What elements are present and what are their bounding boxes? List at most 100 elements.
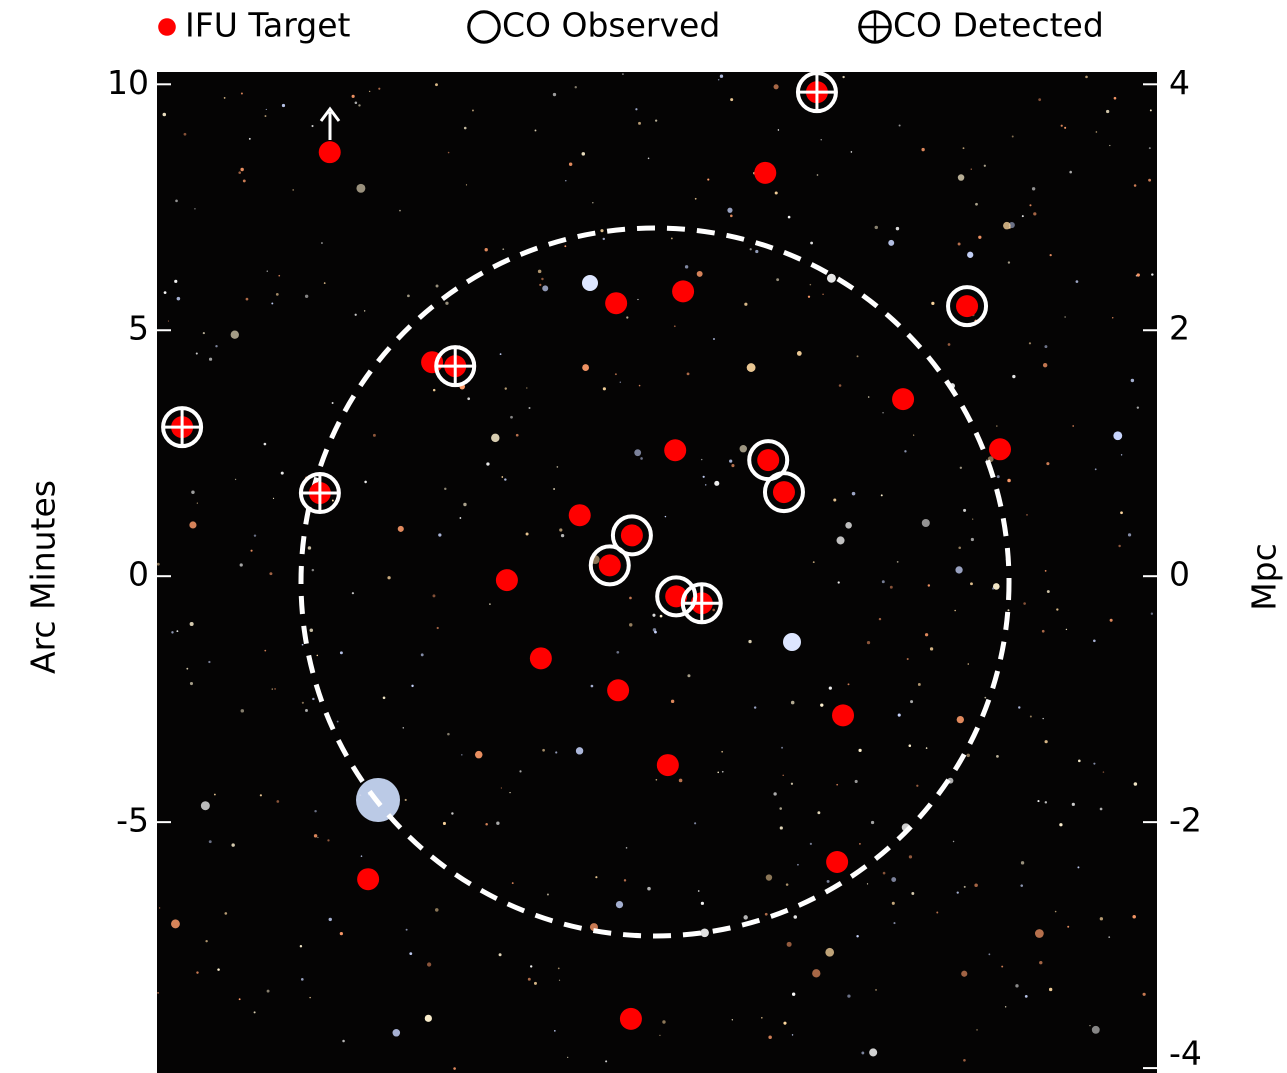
star bbox=[1118, 545, 1120, 547]
star bbox=[717, 772, 719, 774]
star bbox=[679, 779, 683, 783]
star bbox=[958, 243, 961, 246]
star bbox=[898, 714, 901, 717]
star bbox=[629, 597, 632, 600]
star bbox=[729, 459, 732, 462]
star bbox=[976, 1029, 977, 1030]
y-tick-label: -5 bbox=[116, 801, 149, 840]
star bbox=[695, 198, 697, 200]
star bbox=[163, 113, 167, 117]
star bbox=[836, 784, 838, 786]
star bbox=[510, 416, 513, 419]
star bbox=[364, 310, 365, 311]
dot bbox=[599, 554, 621, 576]
star bbox=[765, 913, 768, 916]
star bbox=[224, 912, 227, 915]
star bbox=[1029, 204, 1031, 206]
star bbox=[1033, 212, 1036, 215]
star bbox=[792, 993, 795, 996]
star bbox=[779, 807, 782, 810]
star bbox=[700, 928, 709, 937]
star bbox=[754, 706, 756, 708]
star bbox=[697, 271, 703, 277]
filled-marker bbox=[357, 868, 379, 890]
star bbox=[557, 466, 559, 468]
star bbox=[512, 882, 514, 884]
star bbox=[592, 202, 593, 203]
star bbox=[740, 445, 747, 452]
star bbox=[317, 655, 319, 657]
y-tick-label: 10 bbox=[107, 63, 149, 102]
star bbox=[1001, 966, 1003, 968]
star bbox=[928, 584, 930, 586]
star bbox=[411, 685, 413, 687]
star bbox=[674, 325, 676, 327]
dot bbox=[892, 388, 914, 410]
star bbox=[433, 594, 436, 597]
star bbox=[157, 992, 159, 994]
star bbox=[665, 516, 666, 517]
star bbox=[761, 1017, 763, 1019]
star bbox=[189, 521, 196, 528]
star bbox=[647, 887, 651, 891]
star bbox=[201, 801, 210, 810]
star bbox=[1022, 215, 1024, 217]
crossed-marker bbox=[301, 474, 339, 512]
y-axis-label: Arc Minutes bbox=[24, 480, 63, 674]
star bbox=[848, 683, 850, 685]
star bbox=[1046, 462, 1049, 465]
star bbox=[634, 449, 641, 456]
star bbox=[1148, 179, 1151, 182]
star bbox=[909, 855, 912, 858]
star bbox=[300, 945, 302, 947]
star bbox=[794, 915, 798, 919]
star bbox=[352, 592, 354, 594]
star bbox=[948, 343, 951, 346]
star bbox=[329, 918, 332, 921]
star bbox=[1030, 715, 1032, 717]
star bbox=[399, 210, 401, 212]
star bbox=[774, 84, 779, 89]
star bbox=[1032, 187, 1035, 190]
star bbox=[177, 297, 181, 301]
star bbox=[997, 475, 1000, 478]
star bbox=[496, 822, 499, 825]
star bbox=[616, 901, 623, 908]
star bbox=[501, 787, 502, 788]
star bbox=[910, 700, 913, 703]
star bbox=[1064, 316, 1065, 317]
bright-star bbox=[582, 275, 598, 291]
star bbox=[851, 151, 853, 153]
star bbox=[1089, 1025, 1090, 1026]
star bbox=[712, 609, 715, 612]
star bbox=[1128, 533, 1131, 536]
star bbox=[464, 127, 467, 130]
star bbox=[463, 503, 466, 506]
star bbox=[968, 663, 970, 665]
star bbox=[398, 526, 404, 532]
star bbox=[1039, 961, 1042, 964]
star bbox=[687, 674, 690, 677]
star bbox=[776, 278, 779, 281]
filled-marker bbox=[657, 754, 679, 776]
star bbox=[963, 509, 966, 512]
star bbox=[530, 965, 532, 967]
legend-label: CO Observed bbox=[502, 6, 720, 45]
star bbox=[972, 518, 973, 519]
star bbox=[1112, 317, 1113, 318]
star bbox=[817, 811, 820, 814]
star bbox=[975, 203, 978, 206]
dot bbox=[657, 754, 679, 776]
star bbox=[337, 721, 339, 723]
star bbox=[1149, 147, 1151, 149]
star bbox=[654, 631, 657, 634]
star bbox=[687, 372, 690, 375]
star bbox=[718, 79, 719, 80]
star bbox=[254, 1011, 256, 1013]
star bbox=[505, 387, 507, 389]
star bbox=[528, 978, 531, 981]
star bbox=[314, 834, 317, 837]
star bbox=[766, 874, 772, 880]
star bbox=[638, 122, 641, 125]
star bbox=[1021, 861, 1024, 864]
